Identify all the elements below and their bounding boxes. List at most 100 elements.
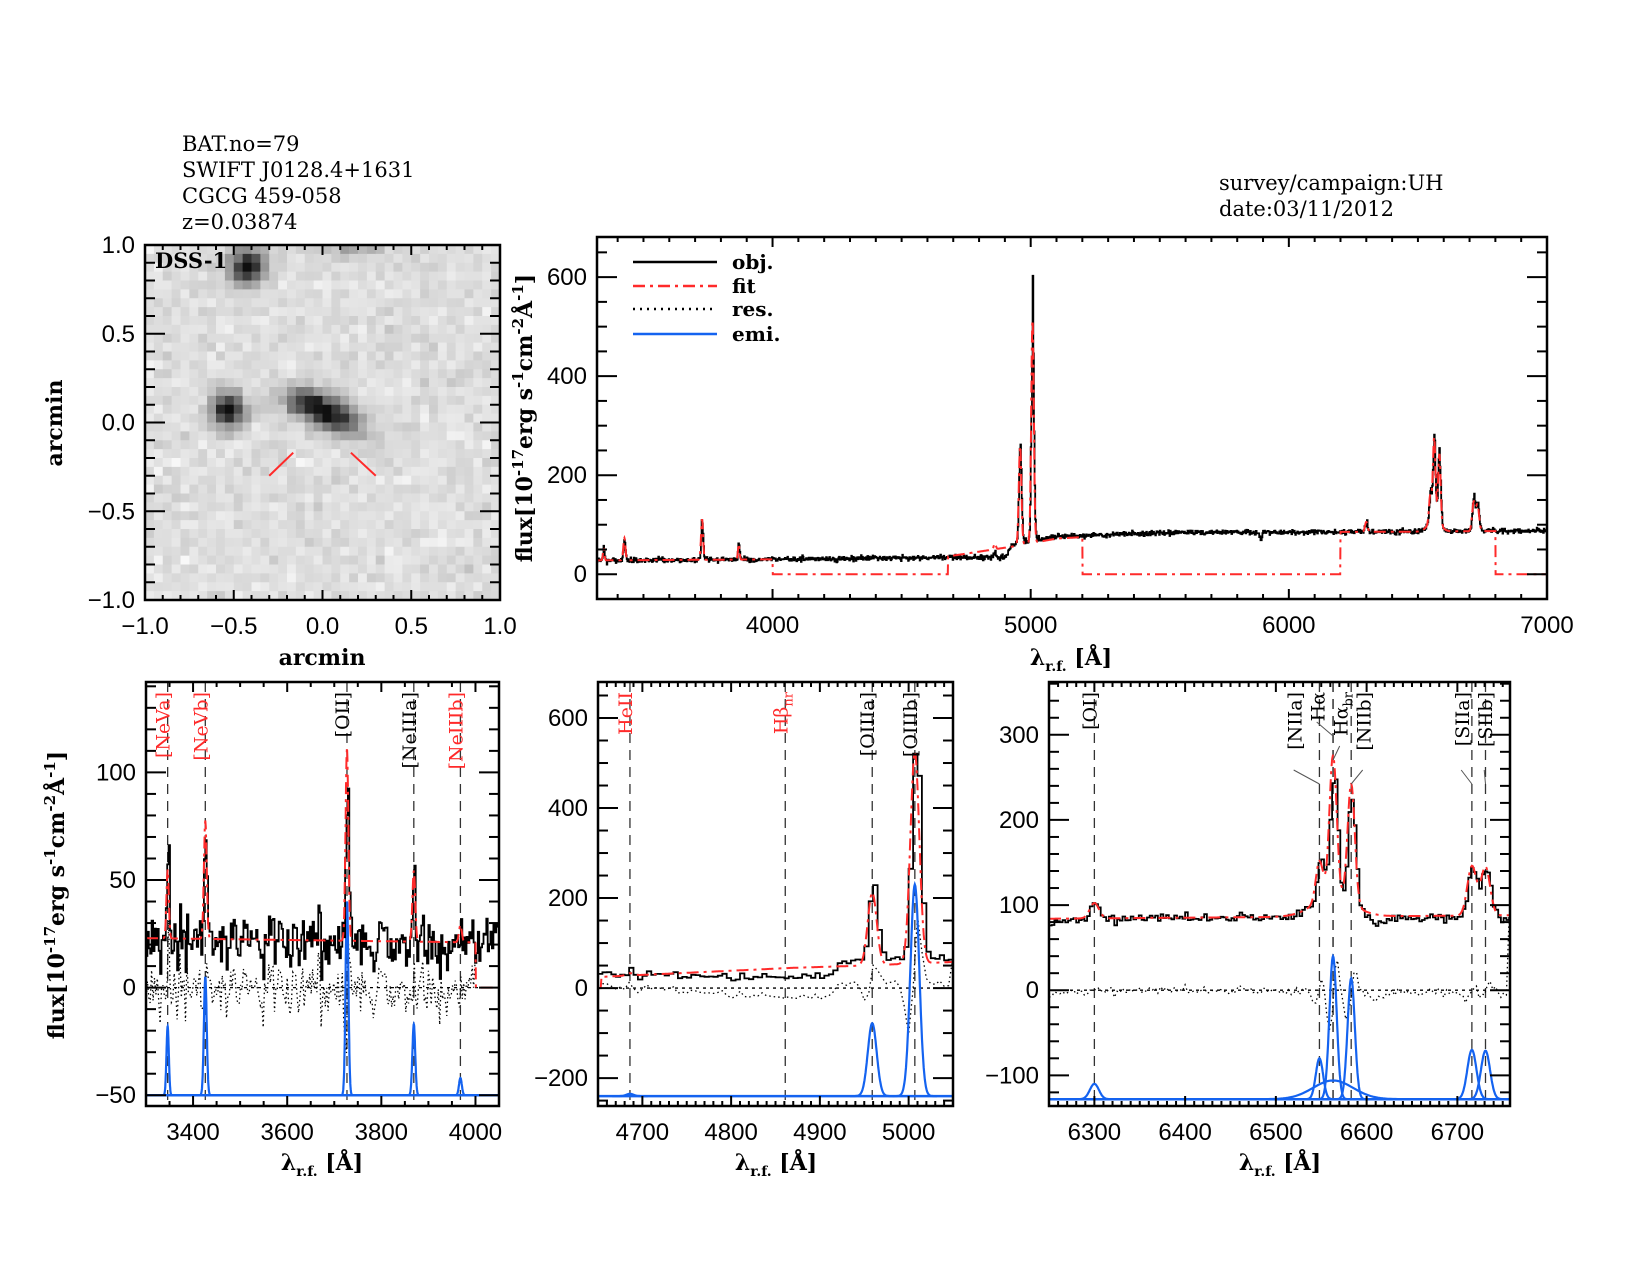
- label-leader: [1332, 745, 1341, 761]
- image-pixel: [393, 573, 403, 583]
- header-survey: survey/campaign:UH: [1219, 171, 1444, 195]
- image-pixel: [411, 360, 421, 370]
- image-pixel: [198, 271, 208, 282]
- object-spectrum-series: [146, 787, 499, 981]
- image-pixel: [162, 537, 173, 548]
- image-pixel: [482, 280, 492, 290]
- image-pixel: [216, 573, 226, 583]
- image-pixel: [446, 387, 457, 397]
- image-pixel: [171, 351, 182, 361]
- image-pixel: [287, 271, 297, 282]
- image-pixel: [251, 342, 261, 353]
- image-pixel: [331, 324, 341, 335]
- y-tick-label: 100: [999, 892, 1039, 919]
- image-pixel: [207, 333, 217, 344]
- image-pixel: [366, 360, 377, 370]
- image-pixel: [411, 395, 421, 406]
- image-pixel: [207, 387, 217, 397]
- image-pixel: [216, 404, 226, 415]
- y-label-part: Å: [43, 777, 70, 796]
- image-pixel: [171, 307, 182, 317]
- image-pixel: [180, 582, 190, 592]
- image-pixel: [491, 369, 500, 379]
- image-pixel: [242, 413, 253, 424]
- image-pixel: [366, 289, 377, 299]
- image-pixel: [251, 502, 261, 512]
- image-pixel: [411, 564, 421, 574]
- image-pixel: [349, 333, 359, 344]
- image-pixel: [171, 316, 182, 326]
- image-pixel: [322, 298, 332, 308]
- image-pixel: [340, 564, 350, 574]
- image-pixel: [224, 475, 235, 486]
- image-pixel: [162, 422, 173, 432]
- image-pixel: [455, 475, 466, 486]
- image-pixel: [180, 511, 190, 521]
- image-pixel: [437, 333, 448, 344]
- image-pixel: [482, 262, 492, 273]
- image-pixel: [420, 307, 430, 317]
- image-pixel: [224, 458, 235, 468]
- image-pixel: [153, 529, 164, 539]
- image-pixel: [340, 466, 350, 477]
- x-label-lambda: λ: [1030, 645, 1045, 671]
- image-pixel: [251, 413, 261, 424]
- image-pixel: [464, 351, 474, 361]
- x-axis-label: λr.f. [Å]: [1239, 1149, 1321, 1180]
- image-pixel: [162, 493, 173, 503]
- image-pixel: [491, 511, 500, 521]
- image-pixel: [171, 422, 182, 432]
- image-pixel: [162, 342, 173, 353]
- image-pixel: [242, 271, 253, 282]
- image-pixel: [455, 413, 466, 424]
- image-pixel: [198, 431, 208, 441]
- image-pixel: [313, 404, 324, 415]
- image-pixel: [269, 378, 279, 388]
- image-pixel: [260, 351, 270, 361]
- image-pixel: [437, 555, 448, 566]
- x-label-sub: r.f.: [1045, 659, 1066, 675]
- image-pixel: [491, 413, 500, 424]
- image-pixel: [402, 440, 412, 450]
- image-pixel: [304, 333, 315, 344]
- image-pixel: [180, 253, 190, 264]
- image-pixel: [313, 555, 324, 566]
- image-pixel: [207, 280, 217, 290]
- image-pixel: [233, 537, 244, 548]
- image-pixel: [224, 316, 235, 326]
- image-pixel: [242, 440, 253, 450]
- header-info: BAT.no=79 SWIFT J0128.4+1631 CGCG 459-05…: [182, 132, 1444, 234]
- image-pixel: [375, 280, 386, 290]
- image-pixel: [482, 298, 492, 308]
- image-pixel: [340, 316, 350, 326]
- image-pixel: [464, 307, 474, 317]
- image-pixel: [429, 458, 439, 468]
- image-pixel: [145, 395, 155, 406]
- emission-component: [453, 1076, 468, 1097]
- y-tick-label: −0.5: [88, 498, 135, 525]
- image-pixel: [269, 289, 279, 299]
- image-pixel: [429, 387, 439, 397]
- plot-area: [146, 682, 499, 1106]
- image-pixel: [393, 475, 403, 486]
- image-pixel: [446, 253, 457, 264]
- image-pixel: [251, 520, 261, 530]
- image-pixel: [251, 582, 261, 592]
- image-pixel: [473, 342, 483, 353]
- image-pixel: [162, 387, 173, 397]
- image-pixel: [260, 484, 270, 495]
- image-pixel: [153, 564, 164, 574]
- image-pixel: [269, 529, 279, 539]
- image-pixel: [384, 280, 395, 290]
- image-pixel: [446, 351, 457, 361]
- image-pixel: [304, 484, 315, 495]
- image-pixel: [384, 316, 395, 326]
- image-pixel: [331, 493, 341, 503]
- image-pixel: [455, 520, 466, 530]
- image-pixel: [287, 333, 297, 344]
- image-pixel: [393, 502, 403, 512]
- image-pixel: [455, 458, 466, 468]
- image-pixel: [464, 449, 474, 459]
- image-pixel: [340, 493, 350, 503]
- image-pixel: [331, 431, 341, 441]
